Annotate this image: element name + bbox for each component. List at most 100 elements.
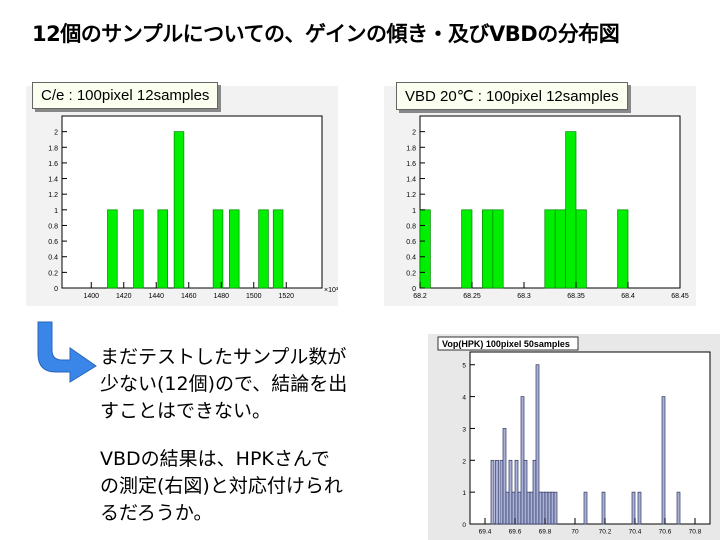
text-line: の測定(右図)と対応付けられ [100, 475, 343, 497]
hist-bar [523, 459, 528, 525]
hist-bar [212, 209, 224, 289]
y-tick-label: 0.4 [406, 255, 416, 262]
hist-bar [482, 209, 494, 289]
text-block-1: まだテストしたサンプル数が 少ない(12個)ので、結論を出 すことはできない。 [100, 344, 347, 425]
y-tick-label: 2 [412, 130, 416, 137]
chart-vbd-title: VBD 20℃ : 100pixel 12samples [396, 82, 628, 110]
chart-c-over-e-title: C/e : 100pixel 12samples [32, 82, 219, 109]
x-tick-label: 68.3 [517, 293, 531, 300]
y-tick-label: 0 [462, 522, 466, 529]
chart-c-over-e-svg: 0 0.2 0.4 0.6 0.8 1 1.2 1.4 1.6 1.8 2 1400 1420 1440 1… [26, 86, 338, 306]
x-tick-label: 68.35 [567, 293, 585, 300]
hist-bar [550, 491, 555, 525]
y-tick-label: 0 [412, 286, 416, 293]
hist-bar [565, 131, 577, 289]
hist-bar [133, 209, 144, 289]
hist-bar [676, 491, 681, 525]
x-tick-label: 70.2 [599, 529, 612, 536]
x-tick-label: 69.8 [539, 529, 552, 536]
hist-bar [661, 396, 666, 525]
text-line: すことはできない。 [100, 400, 272, 422]
y-tick-label: 1.8 [406, 145, 416, 152]
chart-title: Vop(HPK) 100pixel 50samples [442, 339, 570, 349]
y-tick-label: 3 [462, 426, 466, 433]
chart-vbd: 0 0.2 0.4 0.6 0.8 1 1.2 1.4 1.6 1.8 2 68.2 68.25 68.3… [384, 82, 696, 306]
y-tick-label: 1.4 [406, 177, 416, 184]
y-tick-label: 0.6 [48, 239, 58, 246]
x-tick-label: 70.6 [659, 529, 672, 536]
x-tick-label: 1460 [181, 293, 197, 300]
text-line: VBDの結果は、HPKさんで [100, 448, 330, 470]
text-line: 少ない(12個)ので、結論を出 [100, 373, 348, 395]
chart-title-box [437, 336, 579, 351]
hist-bar [502, 428, 507, 525]
hist-bar [499, 459, 504, 525]
hist-bar [490, 459, 495, 525]
x-tick-label: 70.4 [629, 529, 642, 536]
y-tick-label: 4 [462, 395, 466, 402]
y-tick-label: 0 [54, 286, 58, 293]
y-tick-label: 1 [54, 208, 58, 215]
y-tick-label: 0.8 [48, 223, 58, 230]
hist-bar [492, 209, 504, 289]
hist-bar [517, 491, 522, 525]
chart-hpk-svg: 0 1 2 3 4 5 69.4 69.6 69.8 70 70.2 70.4 70.6 70.8 Vop(… [428, 334, 720, 540]
hist-bar [272, 209, 284, 289]
hist-bar [529, 491, 534, 525]
hist-bar [544, 209, 556, 289]
hist-bar [532, 459, 537, 525]
hist-bar [601, 491, 606, 525]
hist-bar [637, 491, 642, 525]
x-tick-label: 1420 [116, 293, 132, 300]
curved-arrow-icon [37, 321, 97, 383]
slide-title: 12個のサンプルについての、ゲインの傾き・及びVBDの分布図 [32, 22, 620, 46]
hist-bar [617, 209, 629, 289]
y-tick-label: 0.4 [48, 255, 58, 262]
hist-bar [520, 396, 525, 525]
hist-bar [514, 459, 519, 525]
x-tick-label: 68.4 [621, 293, 635, 300]
y-tick-label: 1.8 [48, 145, 58, 152]
x-tick-label: 69.6 [509, 529, 522, 536]
hist-bar [631, 491, 636, 525]
hist-bar [526, 491, 531, 525]
y-tick-label: 2 [54, 130, 58, 137]
x-tick-label: 70.8 [689, 529, 702, 536]
hist-bar [107, 209, 118, 289]
hist-bar [495, 459, 499, 525]
hist-bar [535, 364, 540, 525]
hist-bar [554, 209, 566, 289]
y-tick-label: 5 [462, 363, 466, 370]
x-tick-label: 69.4 [479, 529, 492, 536]
hist-bar [419, 209, 431, 289]
text-block-2: VBDの結果は、HPKさんで の測定(右図)と対応付けられ るだろうか。 [100, 446, 343, 527]
hist-bar [553, 491, 558, 525]
y-tick-label: 2 [462, 458, 466, 465]
text-line: るだろうか。 [100, 502, 213, 524]
x-tick-label: 1520 [278, 293, 294, 300]
chart-hpk: 0 1 2 3 4 5 69.4 69.6 69.8 70 70.2 70.4 70.6 70.8 Vop(… [428, 334, 720, 540]
hist-bar [583, 491, 588, 525]
hist-bar [547, 491, 552, 525]
y-tick-label: 1 [412, 208, 416, 215]
x-tick-label: 68.25 [463, 293, 481, 300]
x-tick-label: 68.2 [413, 293, 427, 300]
hist-bar [538, 491, 543, 525]
y-tick-label: 1.6 [406, 161, 416, 168]
y-tick-label: 0.8 [406, 223, 416, 230]
hist-bar [258, 209, 269, 289]
hist-bar [575, 209, 587, 289]
x-tick-label: 1500 [246, 293, 262, 300]
x-multiplier-label: ×10³ [324, 287, 338, 294]
text-line: まだテストしたサンプル数が [100, 346, 347, 368]
y-tick-label: 1.2 [48, 192, 58, 199]
x-tick-label: 1400 [83, 293, 99, 300]
chart-vbd-svg: 0 0.2 0.4 0.6 0.8 1 1.2 1.4 1.6 1.8 2 68.2 68.25 68.3… [384, 86, 696, 306]
hist-bar [157, 209, 168, 289]
x-tick-label: 1480 [213, 293, 229, 300]
x-tick-label: 68.45 [671, 293, 689, 300]
hist-bar [508, 459, 513, 525]
y-tick-label: 0.2 [48, 270, 58, 277]
y-tick-label: 1 [462, 490, 466, 497]
y-tick-label: 0.6 [406, 239, 416, 246]
